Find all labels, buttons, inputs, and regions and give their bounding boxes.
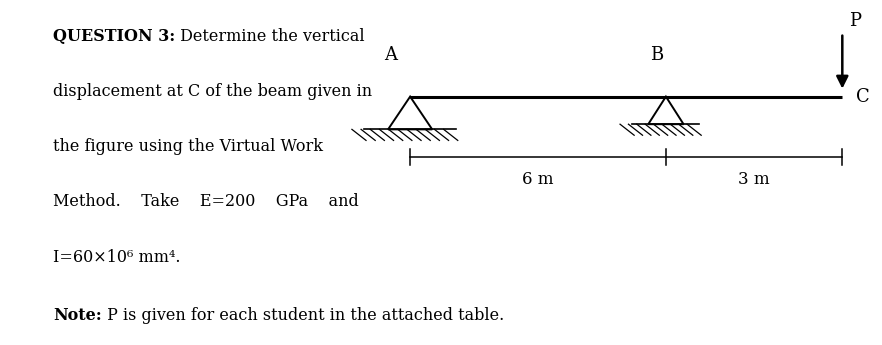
Text: P is given for each student in the attached table.: P is given for each student in the attac… [101, 307, 504, 324]
Text: P: P [849, 12, 862, 30]
Text: QUESTION 3:: QUESTION 3: [53, 28, 176, 45]
Text: Note:: Note: [53, 307, 101, 324]
Text: the figure using the Virtual Work: the figure using the Virtual Work [53, 138, 323, 155]
Text: Determine the vertical: Determine the vertical [176, 28, 365, 45]
Text: 3 m: 3 m [738, 171, 770, 188]
Text: displacement at C of the beam given in: displacement at C of the beam given in [53, 83, 372, 100]
Text: B: B [650, 46, 664, 64]
Text: 6 m: 6 m [522, 171, 554, 188]
Text: C: C [856, 88, 871, 106]
Text: I=60×10⁶ mm⁴.: I=60×10⁶ mm⁴. [53, 248, 181, 266]
Text: Method.    Take    E=200    GPa    and: Method. Take E=200 GPa and [53, 193, 359, 210]
Text: A: A [385, 46, 397, 64]
